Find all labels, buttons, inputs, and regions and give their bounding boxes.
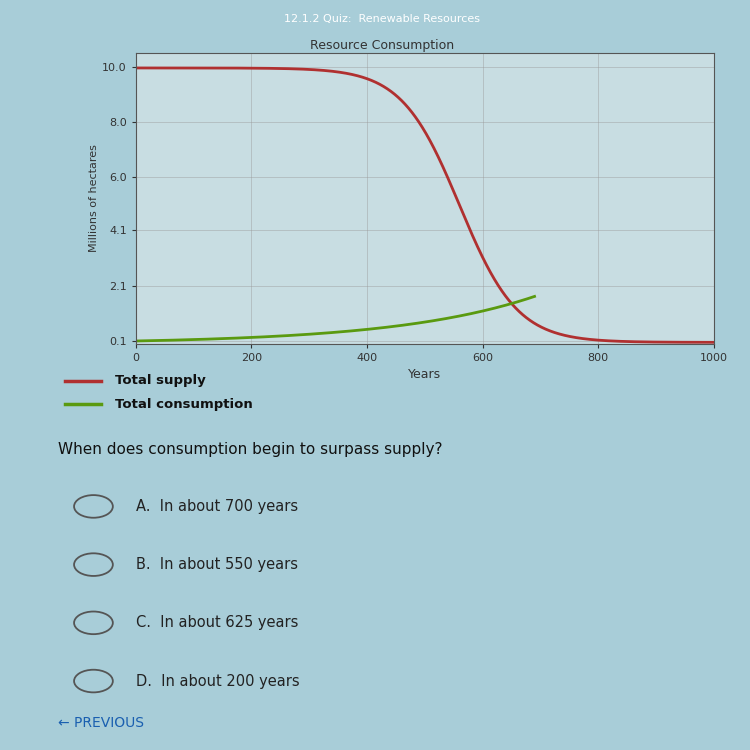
Text: Resource Consumption: Resource Consumption bbox=[310, 40, 454, 53]
Text: When does consumption begin to surpass supply?: When does consumption begin to surpass s… bbox=[58, 442, 442, 457]
Text: Total supply: Total supply bbox=[115, 374, 206, 388]
Text: 12.1.2 Quiz:  Renewable Resources: 12.1.2 Quiz: Renewable Resources bbox=[284, 13, 481, 23]
Text: ← PREVIOUS: ← PREVIOUS bbox=[58, 716, 144, 730]
Text: B.  In about 550 years: B. In about 550 years bbox=[136, 557, 298, 572]
Text: C.  In about 625 years: C. In about 625 years bbox=[136, 615, 298, 630]
Text: D.  In about 200 years: D. In about 200 years bbox=[136, 674, 299, 688]
Text: A.  In about 700 years: A. In about 700 years bbox=[136, 499, 298, 514]
Text: Total consumption: Total consumption bbox=[115, 398, 252, 411]
